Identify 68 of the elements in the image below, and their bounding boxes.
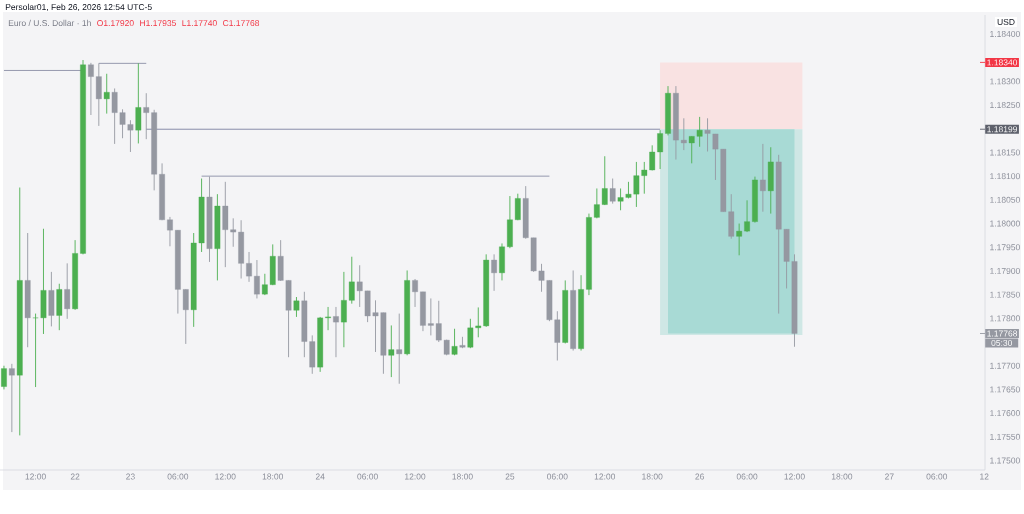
annotation: H1.17935 [140, 20, 176, 27]
y-tick-label: 1.17950 [990, 244, 1020, 251]
y-tick-label: 1.17850 [990, 291, 1020, 298]
x-tick-label: 18:00 [262, 473, 284, 480]
candlestick [293, 296, 300, 318]
candlestick [246, 251, 252, 283]
x-tick-label: 06:00 [547, 473, 568, 480]
x-tick-label: 18:00 [642, 473, 663, 480]
candlestick [396, 313, 403, 385]
candlestick [103, 73, 110, 115]
x-tick-label: 24 [315, 473, 325, 480]
x-tick-label: 12:00 [594, 473, 616, 480]
candlestick [609, 178, 616, 205]
y-tick-label: 1.18000 [990, 220, 1020, 227]
x-tick-label: 22 [70, 473, 80, 480]
y-tick-label: 1.17700 [990, 362, 1020, 369]
x-tick-label: 12:00 [25, 473, 46, 480]
annotation: O1.17920 [97, 20, 134, 27]
x-tick-label: 25 [505, 473, 515, 480]
x-tick-label: 27 [885, 473, 894, 480]
text: 05:30 [991, 339, 1013, 346]
candlestick [412, 278, 418, 308]
x-tick-label: 12:00 [405, 473, 426, 480]
y-tick-label: 1.18250 [990, 102, 1020, 109]
x-tick-label: 12:00 [784, 473, 805, 480]
y-tick-label: 1.17550 [990, 433, 1020, 440]
candlestick [451, 328, 458, 356]
ref-line-label: 1.18199 [987, 126, 1018, 133]
ref-line-label: 1.18340 [987, 59, 1018, 66]
ref-line-label: 1.17768 [987, 330, 1018, 337]
y-tick-label: 1.18100 [990, 173, 1020, 180]
y-tick-label: 1.18400 [990, 30, 1020, 37]
candlestick [744, 199, 750, 233]
candlestick [167, 216, 173, 247]
y-tick-label: 1.18300 [990, 78, 1020, 85]
text: Persolar01, Feb 26, 2026 12:54 UTC-5 [5, 3, 152, 12]
candlestick [135, 62, 142, 144]
candlestick [760, 143, 766, 213]
y-tick-label: 1.17800 [990, 315, 1020, 322]
chart-title: Euro / U.S. Dollar · 1h [8, 19, 91, 27]
annotation: L1.17740 [182, 20, 217, 27]
candlestick [333, 306, 339, 358]
x-tick-label: 12 [980, 473, 989, 480]
candlestick [1, 365, 7, 390]
y-tick-label: 1.17650 [990, 386, 1020, 393]
candlestick [64, 262, 71, 320]
candlestick [8, 363, 15, 433]
candlestick [491, 253, 497, 292]
y-tick-label: 1.17900 [990, 267, 1020, 274]
y-tick-label: 1.17500 [990, 457, 1020, 464]
x-tick-label: 06:00 [167, 473, 189, 480]
x-tick-label: 12:00 [215, 473, 236, 480]
x-tick-label: 06:00 [357, 473, 378, 480]
y-tick-label: 1.18150 [990, 149, 1020, 156]
candlestick [388, 324, 395, 378]
annotation: C1.17768 [223, 20, 260, 27]
x-tick-label: 18:00 [452, 473, 473, 480]
candlestick [736, 223, 743, 256]
x-tick-label: 06:00 [736, 473, 758, 480]
candlestick [32, 313, 39, 388]
x-tick-label: 06:00 [926, 473, 948, 480]
x-tick-label: 26 [695, 473, 704, 480]
x-tick-label: 23 [126, 473, 135, 480]
y-axis-title: USD [997, 18, 1015, 25]
candlestick [254, 259, 260, 299]
y-tick-label: 1.18050 [990, 196, 1020, 203]
x-tick-label: 18:00 [831, 473, 853, 480]
y-tick-label: 1.17600 [990, 410, 1020, 417]
